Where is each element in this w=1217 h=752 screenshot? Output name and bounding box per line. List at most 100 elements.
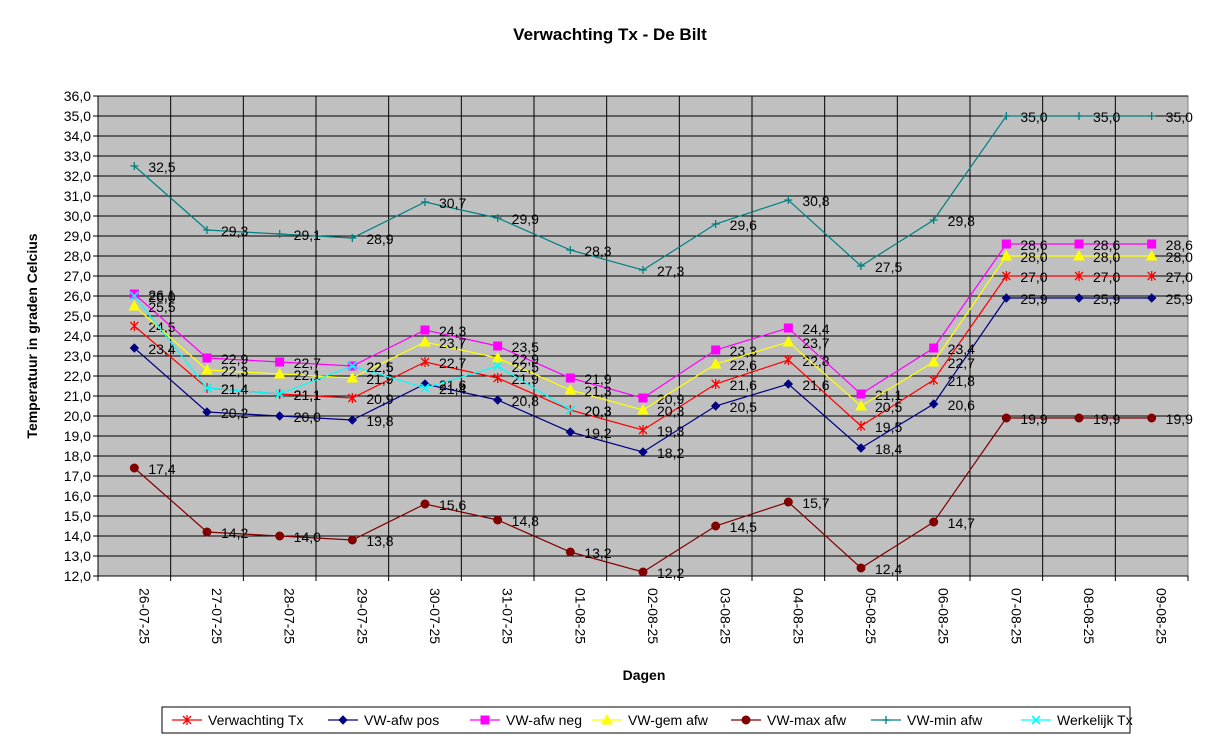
data-label: 22,5 xyxy=(366,359,393,375)
data-label: 12,2 xyxy=(657,565,684,581)
x-tick-label: 31-07-25 xyxy=(500,588,516,644)
data-label: 21,9 xyxy=(584,371,611,387)
data-label: 18,4 xyxy=(875,441,902,457)
data-point xyxy=(929,216,938,224)
legend-item: VW-min afw xyxy=(871,712,983,728)
series-vw-gem-afw: 25,5 22,3 22,1 21,9 23,7 22,9 21,3 20,3 22,6 23,7… xyxy=(128,249,1193,419)
data-point xyxy=(493,515,503,525)
y-tick-label: 30,0 xyxy=(64,208,91,224)
y-tick-label: 27,0 xyxy=(64,268,91,284)
data-point xyxy=(929,517,939,527)
x-tick-label: 06-08-25 xyxy=(936,588,952,644)
x-tick-label: 30-07-25 xyxy=(427,588,443,644)
y-tick-label: 31,0 xyxy=(64,188,91,204)
data-point xyxy=(346,371,359,383)
data-point xyxy=(1002,112,1011,120)
legend-item: VW-gem afw xyxy=(592,712,709,728)
data-point xyxy=(637,403,649,415)
data-point xyxy=(1147,271,1157,281)
data-label: 24,3 xyxy=(439,323,466,339)
data-point xyxy=(566,246,575,254)
data-label: 22,7 xyxy=(948,355,975,371)
x-tick-label: 03-08-25 xyxy=(718,588,734,644)
data-point xyxy=(201,363,213,375)
data-label: 21,4 xyxy=(221,381,248,397)
data-point xyxy=(274,411,285,421)
data-label: 29,6 xyxy=(730,217,757,233)
x-tick-label: 05-08-25 xyxy=(863,588,879,644)
plot-area: 12,0 13,0 14,0 15,0 16,0 17,0 18,0 19,0 20,0 21,0… xyxy=(64,88,1193,644)
data-label: 28,0 xyxy=(1093,249,1120,265)
data-point xyxy=(1147,413,1157,423)
data-label: 22,7 xyxy=(439,355,466,371)
legend-box xyxy=(161,706,1131,734)
data-point xyxy=(928,399,939,409)
series-verwachting-tx: 24,521,4 21,1 20,922,721,920,319,321,622,8… xyxy=(129,269,1193,439)
data-label: 25,5 xyxy=(148,299,175,315)
data-point xyxy=(856,443,866,453)
data-point xyxy=(856,563,866,573)
data-label: 28,6 xyxy=(1166,237,1193,253)
data-point xyxy=(347,535,357,545)
data-label: 27,3 xyxy=(657,263,684,279)
data-point xyxy=(420,357,430,367)
data-label: 20,9 xyxy=(366,391,393,407)
data-point xyxy=(129,291,139,301)
y-tick-label: 15,0 xyxy=(64,508,91,524)
data-point xyxy=(1074,413,1084,423)
data-label: 21,6 xyxy=(730,377,757,393)
data-label: 30,8 xyxy=(802,193,829,209)
data-label: 35,0 xyxy=(1166,109,1193,125)
data-point xyxy=(1074,239,1084,249)
data-point xyxy=(783,323,793,333)
data-point xyxy=(1147,239,1157,249)
data-point xyxy=(202,353,212,363)
data-point xyxy=(203,226,211,234)
data-point xyxy=(1001,271,1011,281)
data-point xyxy=(565,547,575,557)
x-tick-label: 07-08-25 xyxy=(1008,588,1024,644)
data-point xyxy=(857,262,865,270)
data-point xyxy=(784,196,793,204)
y-tick-label: 26,0 xyxy=(64,288,91,304)
data-label: 20,2 xyxy=(221,405,248,421)
data-label: 22,7 xyxy=(294,355,321,371)
data-point xyxy=(711,521,721,531)
y-tick-label: 14,0 xyxy=(64,528,91,544)
data-point xyxy=(129,343,140,353)
data-point xyxy=(565,427,576,437)
data-label: 17,4 xyxy=(148,461,175,477)
data-label: 15,7 xyxy=(802,495,829,511)
data-point xyxy=(1000,249,1013,261)
data-point xyxy=(275,531,285,541)
y-tick-label: 18,0 xyxy=(64,448,91,464)
data-label: 29,8 xyxy=(948,213,975,229)
legend-label: VW-afw neg xyxy=(506,712,582,728)
data-label: 19,9 xyxy=(1093,411,1120,427)
data-point xyxy=(783,355,793,365)
data-label: 15,6 xyxy=(439,497,466,513)
data-point xyxy=(130,162,139,170)
y-tick-label: 23,0 xyxy=(64,348,91,364)
data-label: 22,9 xyxy=(512,351,539,367)
series-vw-afw-pos: 23,4 20,2 20,0 19,8 21,6 20,8 19,2 18,2 20,5 21,6… xyxy=(129,291,1193,461)
y-tick-label: 36,0 xyxy=(64,88,91,104)
data-point xyxy=(1074,293,1084,303)
data-point xyxy=(1001,413,1011,423)
data-label: 14,7 xyxy=(948,515,975,531)
data-label: 19,5 xyxy=(875,419,902,435)
data-label: 20,6 xyxy=(948,397,975,413)
data-label: 22,5 xyxy=(366,359,393,375)
data-point xyxy=(421,198,429,206)
data-label: 20,5 xyxy=(730,399,757,415)
data-label: 14,0 xyxy=(294,529,321,545)
data-label: 20,3 xyxy=(657,403,684,419)
data-point xyxy=(128,299,141,311)
data-label: 21,1 xyxy=(294,387,321,403)
data-point xyxy=(929,343,939,353)
data-point xyxy=(493,214,502,222)
data-label: 21,1 xyxy=(294,387,321,403)
legend-label: Werkelijk Tx xyxy=(1057,712,1133,728)
data-point xyxy=(856,421,866,431)
